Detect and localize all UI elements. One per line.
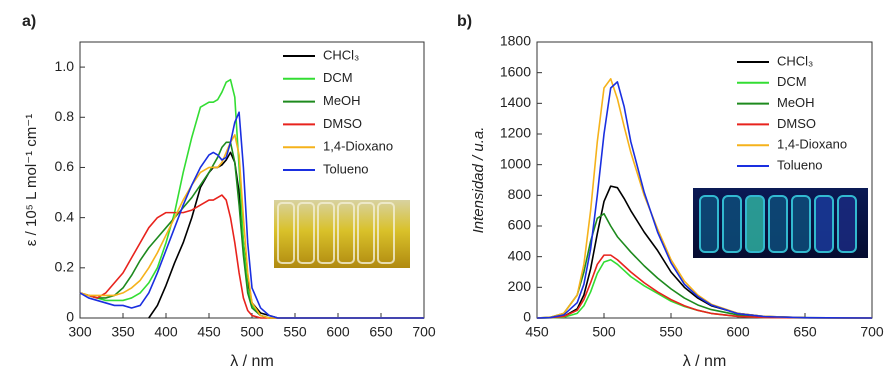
legend-label: 1,4-Dioxano bbox=[777, 137, 847, 152]
x-tick-label: 300 bbox=[68, 324, 92, 340]
x-tick-label: 500 bbox=[592, 324, 616, 340]
legend-label: MeOH bbox=[323, 93, 361, 108]
y-axis-label: ε / 10⁵ L mol⁻¹ cm⁻¹ bbox=[23, 114, 40, 246]
series-line bbox=[536, 212, 873, 319]
y-tick-label: 800 bbox=[508, 186, 532, 202]
y-tick-label: 0.4 bbox=[55, 208, 75, 224]
y-tick-label: 0 bbox=[66, 309, 74, 325]
panel-label: b) bbox=[457, 13, 472, 30]
panel-label: a) bbox=[22, 13, 36, 30]
y-tick-label: 1400 bbox=[500, 94, 531, 110]
legend-label: CHCl₃ bbox=[323, 47, 359, 62]
series-line bbox=[79, 194, 424, 319]
x-tick-label: 600 bbox=[326, 324, 350, 340]
y-tick-label: 0.8 bbox=[55, 108, 75, 124]
legend-label: DMSO bbox=[323, 116, 362, 131]
legend-label: Tolueno bbox=[777, 157, 823, 172]
y-tick-label: 1200 bbox=[500, 125, 531, 141]
x-axis-label: λ / nm bbox=[230, 353, 274, 370]
y-tick-label: 0.2 bbox=[55, 259, 75, 275]
x-tick-label: 450 bbox=[197, 324, 221, 340]
y-tick-label: 200 bbox=[508, 278, 532, 294]
series-line bbox=[79, 134, 424, 319]
y-tick-label: 0.6 bbox=[55, 158, 75, 174]
legend-label: Tolueno bbox=[323, 161, 369, 176]
x-tick-label: 650 bbox=[793, 324, 817, 340]
y-tick-label: 1600 bbox=[500, 63, 531, 79]
x-tick-label: 400 bbox=[154, 324, 178, 340]
y-tick-label: 1000 bbox=[500, 155, 531, 171]
x-tick-label: 450 bbox=[525, 324, 549, 340]
inset-photo-b bbox=[693, 188, 868, 258]
x-tick-label: 550 bbox=[283, 324, 307, 340]
legend-label: DMSO bbox=[777, 116, 816, 131]
plot-frame bbox=[536, 41, 873, 319]
inset-photo-a bbox=[274, 200, 410, 268]
y-axis-label: Intensidad / u.a. bbox=[470, 127, 487, 234]
y-tick-label: 400 bbox=[508, 247, 532, 263]
y-tick-label: 1800 bbox=[500, 33, 531, 49]
legend-label: MeOH bbox=[777, 95, 815, 110]
x-axis-label: λ / nm bbox=[683, 353, 727, 370]
legend-label: CHCl₃ bbox=[777, 53, 813, 68]
series-line bbox=[79, 111, 424, 319]
x-tick-label: 550 bbox=[659, 324, 683, 340]
legend-label: DCM bbox=[777, 74, 807, 89]
x-tick-label: 350 bbox=[111, 324, 135, 340]
x-tick-label: 700 bbox=[412, 324, 436, 340]
series-line bbox=[536, 254, 873, 319]
legend-label: 1,4-Dioxano bbox=[323, 139, 393, 154]
y-tick-label: 0 bbox=[523, 309, 531, 325]
x-tick-label: 600 bbox=[726, 324, 750, 340]
legend-label: DCM bbox=[323, 70, 353, 85]
series-line bbox=[536, 81, 873, 319]
x-tick-label: 700 bbox=[860, 324, 884, 340]
x-tick-label: 500 bbox=[240, 324, 264, 340]
y-tick-label: 600 bbox=[508, 217, 532, 233]
x-tick-label: 650 bbox=[369, 324, 393, 340]
y-tick-label: 1.0 bbox=[55, 58, 75, 74]
